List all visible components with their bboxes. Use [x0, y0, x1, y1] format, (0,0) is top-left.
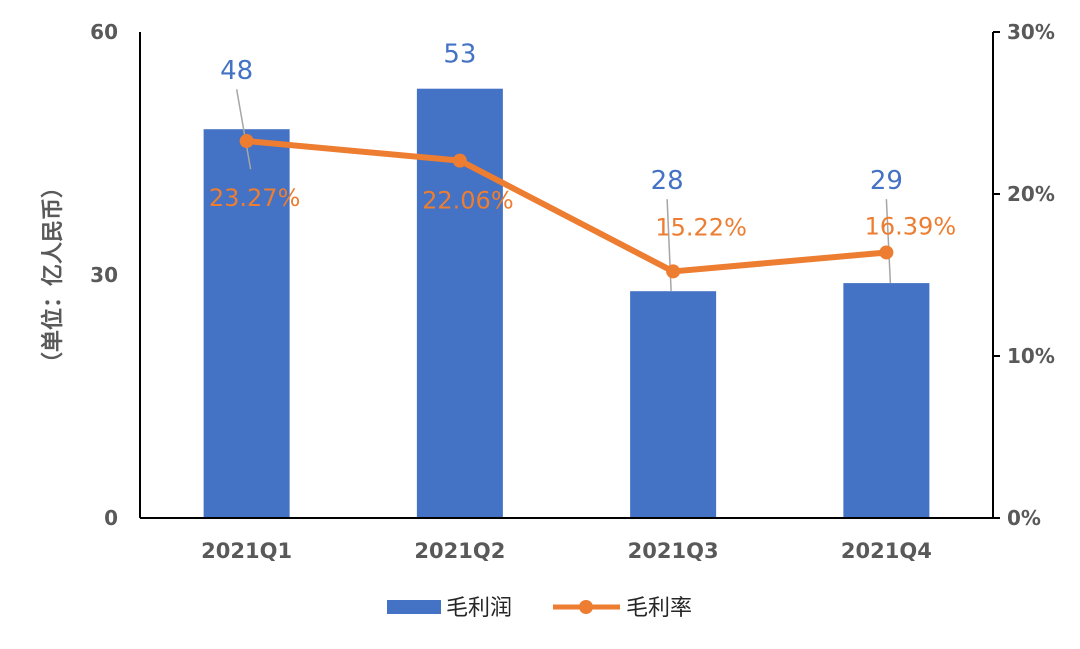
line-point-2021Q3: [666, 264, 681, 279]
legend-label-bar: 毛利润: [446, 596, 512, 621]
bar-2021Q1: [203, 129, 290, 518]
category-label: 2021Q4: [841, 539, 932, 563]
line-data-label: 23.27%: [209, 184, 301, 212]
line-data-label: 16.39%: [865, 212, 957, 240]
bar-2021Q2: [416, 88, 503, 518]
line-point-2021Q1: [239, 134, 254, 149]
bar-2021Q3: [630, 291, 717, 518]
left-tick-label: 60: [90, 20, 118, 44]
line-point-2021Q4: [879, 245, 894, 260]
legend-swatch-marker: [579, 600, 593, 614]
bar-label-leader: [235, 89, 252, 170]
category-label: 2021Q1: [201, 539, 292, 563]
bar-2021Q4: [843, 283, 930, 518]
legend-label-line: 毛利率: [626, 596, 692, 621]
line-point-2021Q2: [452, 153, 467, 168]
bar-data-label: 53: [443, 40, 476, 70]
legend-swatch-bar: [387, 600, 441, 614]
left-tick-label: 30: [90, 263, 118, 287]
bar-data-label: 28: [651, 166, 684, 196]
line-data-label: 22.06%: [422, 187, 514, 215]
right-tick-label: 0%: [1007, 506, 1041, 530]
bar-label-leader: [885, 199, 892, 284]
left-tick-label: 0: [104, 506, 118, 530]
right-tick-label: 20%: [1007, 182, 1055, 206]
category-label: 2021Q2: [414, 539, 505, 563]
line-data-label: 15.22%: [655, 213, 747, 241]
bar-data-label: 29: [870, 166, 903, 196]
right-tick-label: 30%: [1007, 20, 1055, 44]
bar-data-label: 48: [220, 56, 253, 86]
category-label: 2021Q3: [628, 539, 719, 563]
right-tick-label: 10%: [1007, 344, 1055, 368]
line-series-gross-margin: [246, 138, 887, 275]
y-axis-title: （单位：亿人民币）: [40, 176, 66, 374]
